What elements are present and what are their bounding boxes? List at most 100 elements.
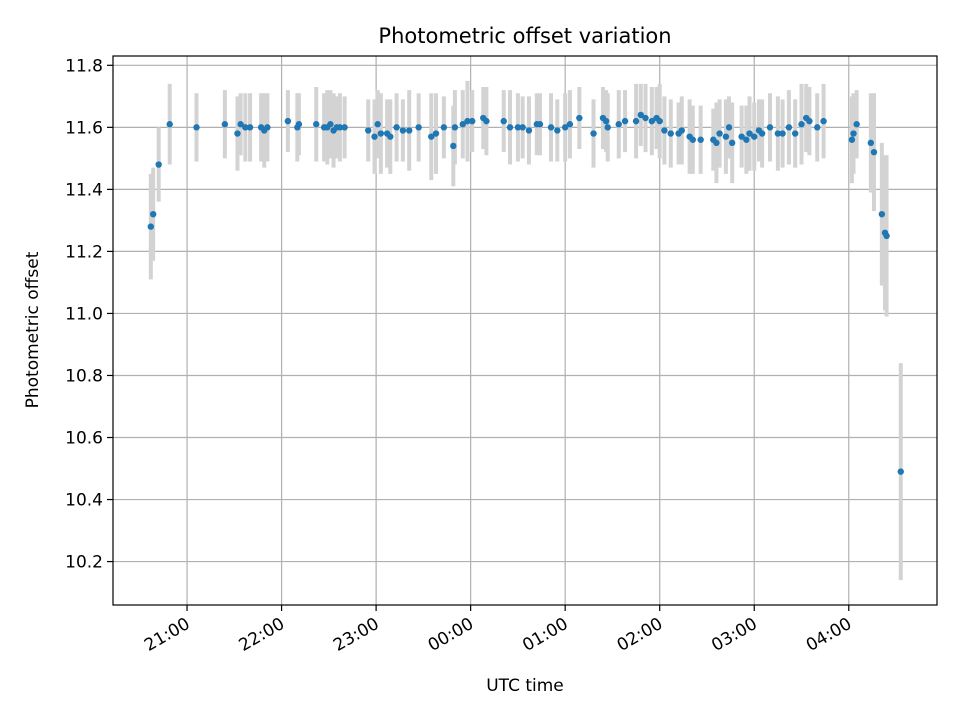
y-axis-title: Photometric offset: [23, 251, 43, 408]
data-point: [848, 136, 856, 143]
y-tick-label: 11.2: [65, 242, 103, 262]
data-point: [738, 133, 745, 140]
data-point: [883, 232, 890, 240]
data-point: [713, 139, 720, 147]
data-point: [242, 124, 249, 131]
data-point: [870, 148, 878, 156]
data-point: [547, 124, 555, 131]
data-point: [779, 130, 786, 137]
data-point: [774, 130, 782, 137]
data-point: [450, 142, 457, 150]
data-point: [399, 127, 407, 134]
data-point: [576, 114, 583, 122]
data-point: [525, 127, 533, 134]
data-point: [878, 210, 886, 218]
data-point: [387, 133, 394, 140]
data-point: [656, 117, 663, 125]
data-point: [428, 133, 435, 140]
y-tick-label: 11.4: [65, 180, 103, 200]
data-point: [561, 124, 569, 131]
plot-frame: [112, 55, 938, 606]
data-point: [615, 121, 622, 128]
data-point: [621, 117, 629, 125]
data-point: [751, 133, 758, 140]
data-point: [459, 121, 466, 128]
data-point: [792, 130, 799, 137]
data-point: [820, 117, 827, 125]
data-point: [155, 161, 162, 168]
data-point: [234, 130, 241, 137]
data-point: [327, 121, 334, 128]
data-point: [798, 121, 805, 128]
y-tick-label: 11.8: [65, 56, 103, 76]
data-point: [897, 468, 904, 475]
data-point: [814, 124, 821, 131]
data-point: [697, 136, 704, 143]
data-point: [758, 130, 766, 137]
y-axis-ticks: 10.2 10.4 10.6 10.8 11.0 11.2 11.4 11.6 11.8: [65, 56, 113, 573]
data-point: [604, 124, 611, 131]
chart-title: Photometric offset variation: [378, 24, 671, 48]
data-point: [536, 121, 544, 128]
data-point: [464, 117, 471, 125]
data-point: [221, 121, 229, 128]
data-point: [632, 117, 640, 125]
data-point: [149, 210, 157, 218]
data-point: [637, 111, 645, 119]
data-point: [519, 124, 526, 131]
data-point: [785, 124, 793, 131]
data-point: [193, 124, 200, 131]
data-point: [716, 130, 723, 137]
data-point: [642, 114, 649, 122]
data-point: [415, 124, 422, 131]
data-point: [743, 136, 750, 143]
y-tick-label: 11.6: [65, 118, 103, 138]
data-point: [313, 121, 320, 128]
data-point: [432, 130, 440, 137]
data-point: [341, 124, 348, 131]
data-point: [500, 117, 507, 125]
data-points: [147, 111, 904, 475]
data-point: [237, 121, 244, 128]
data-point: [336, 124, 344, 131]
data-point: [469, 117, 476, 125]
y-tick-label: 10.2: [65, 553, 103, 573]
data-point: [166, 121, 173, 128]
x-axis-title: UTC time: [486, 676, 564, 696]
data-point: [377, 130, 385, 137]
y-tick-label: 10.4: [65, 491, 103, 511]
data-point: [284, 117, 292, 125]
data-point: [371, 133, 378, 140]
data-point: [725, 124, 733, 131]
data-point: [246, 124, 254, 131]
data-point: [514, 124, 522, 131]
data-point: [722, 133, 730, 140]
data-point: [667, 130, 674, 137]
data-point: [506, 124, 514, 131]
data-point: [867, 139, 875, 147]
data-point: [147, 223, 155, 230]
data-point: [590, 130, 597, 137]
data-point: [405, 127, 413, 134]
y-tick-label: 10.8: [65, 366, 103, 386]
data-point: [728, 139, 736, 147]
data-point: [746, 130, 753, 137]
data-point: [602, 117, 610, 125]
data-point: [440, 124, 448, 131]
data-point: [648, 117, 656, 125]
data-point: [566, 121, 574, 128]
data-point: [393, 124, 400, 131]
data-point: [766, 124, 774, 131]
y-tick-label: 11.0: [65, 304, 103, 324]
y-tick-label: 10.6: [65, 429, 103, 449]
data-point: [365, 127, 372, 134]
data-point: [451, 124, 459, 131]
data-point: [689, 136, 696, 143]
data-point: [554, 127, 561, 134]
data-point: [806, 117, 813, 125]
data-point: [853, 121, 860, 128]
data-point: [483, 117, 490, 125]
data-point: [850, 130, 857, 137]
data-point: [678, 127, 685, 134]
